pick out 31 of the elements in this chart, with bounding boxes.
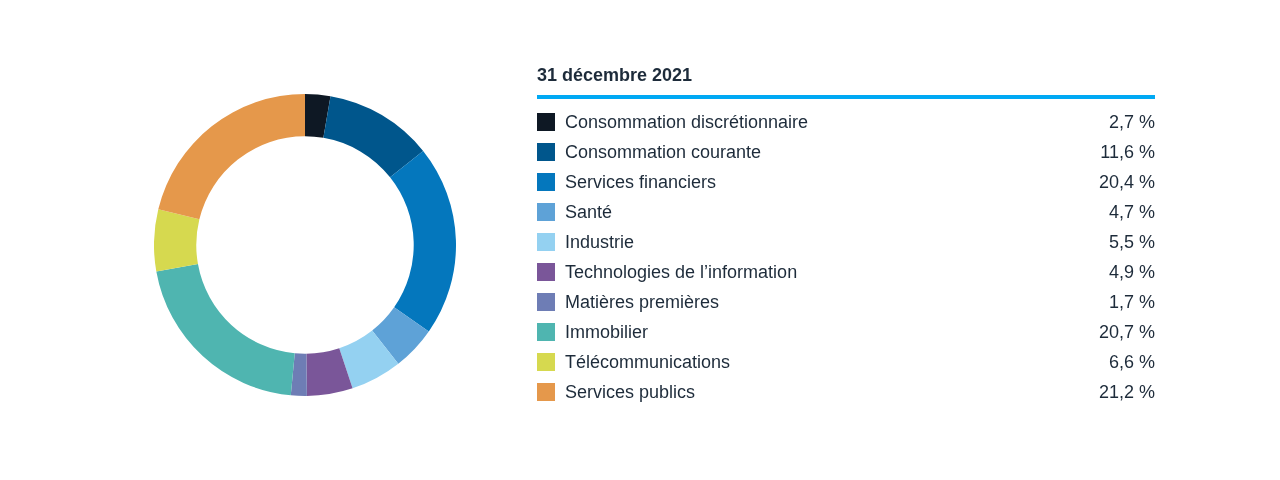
donut-slice xyxy=(339,330,399,389)
legend-label: Matières premières xyxy=(565,291,721,313)
legend-label: Immobilier xyxy=(565,321,649,343)
data-label: 11,6 % xyxy=(1100,141,1155,163)
data-label: 20,7 % xyxy=(1098,321,1155,343)
data-label: 4,7 % xyxy=(1108,201,1155,223)
legend-label: Santé xyxy=(565,201,614,223)
donut-slice xyxy=(390,150,456,332)
legend-label: Industrie xyxy=(565,231,636,253)
legend-title: 31 décembre 2021 xyxy=(537,62,1155,99)
legend-label: Télécommunications xyxy=(565,351,732,373)
donut-slice xyxy=(156,264,295,396)
data-label: 6,6 % xyxy=(1108,351,1155,373)
legend-label: Consommation discrétionnaire xyxy=(565,111,810,133)
data-label: 5,5 % xyxy=(1108,231,1155,253)
donut-slice xyxy=(290,353,307,396)
data-label: 2,7 % xyxy=(1108,111,1155,133)
data-label: 1,7 % xyxy=(1108,291,1155,313)
legend-label: Services financiers xyxy=(565,171,718,193)
donut-slice xyxy=(372,307,429,364)
donut-slice xyxy=(306,348,353,396)
donut-slice xyxy=(305,94,331,138)
legend-label: Consommation courante xyxy=(565,141,763,163)
data-label: 4,9 % xyxy=(1108,261,1155,283)
data-label: 21,2 % xyxy=(1098,381,1155,403)
donut-slice xyxy=(323,96,424,178)
legend-label: Services publics xyxy=(565,381,697,403)
donut-slice xyxy=(158,94,305,220)
data-label: 20,4 % xyxy=(1098,171,1155,193)
legend-label: Technologies de l’information xyxy=(565,261,799,283)
donut-slice xyxy=(154,209,200,272)
